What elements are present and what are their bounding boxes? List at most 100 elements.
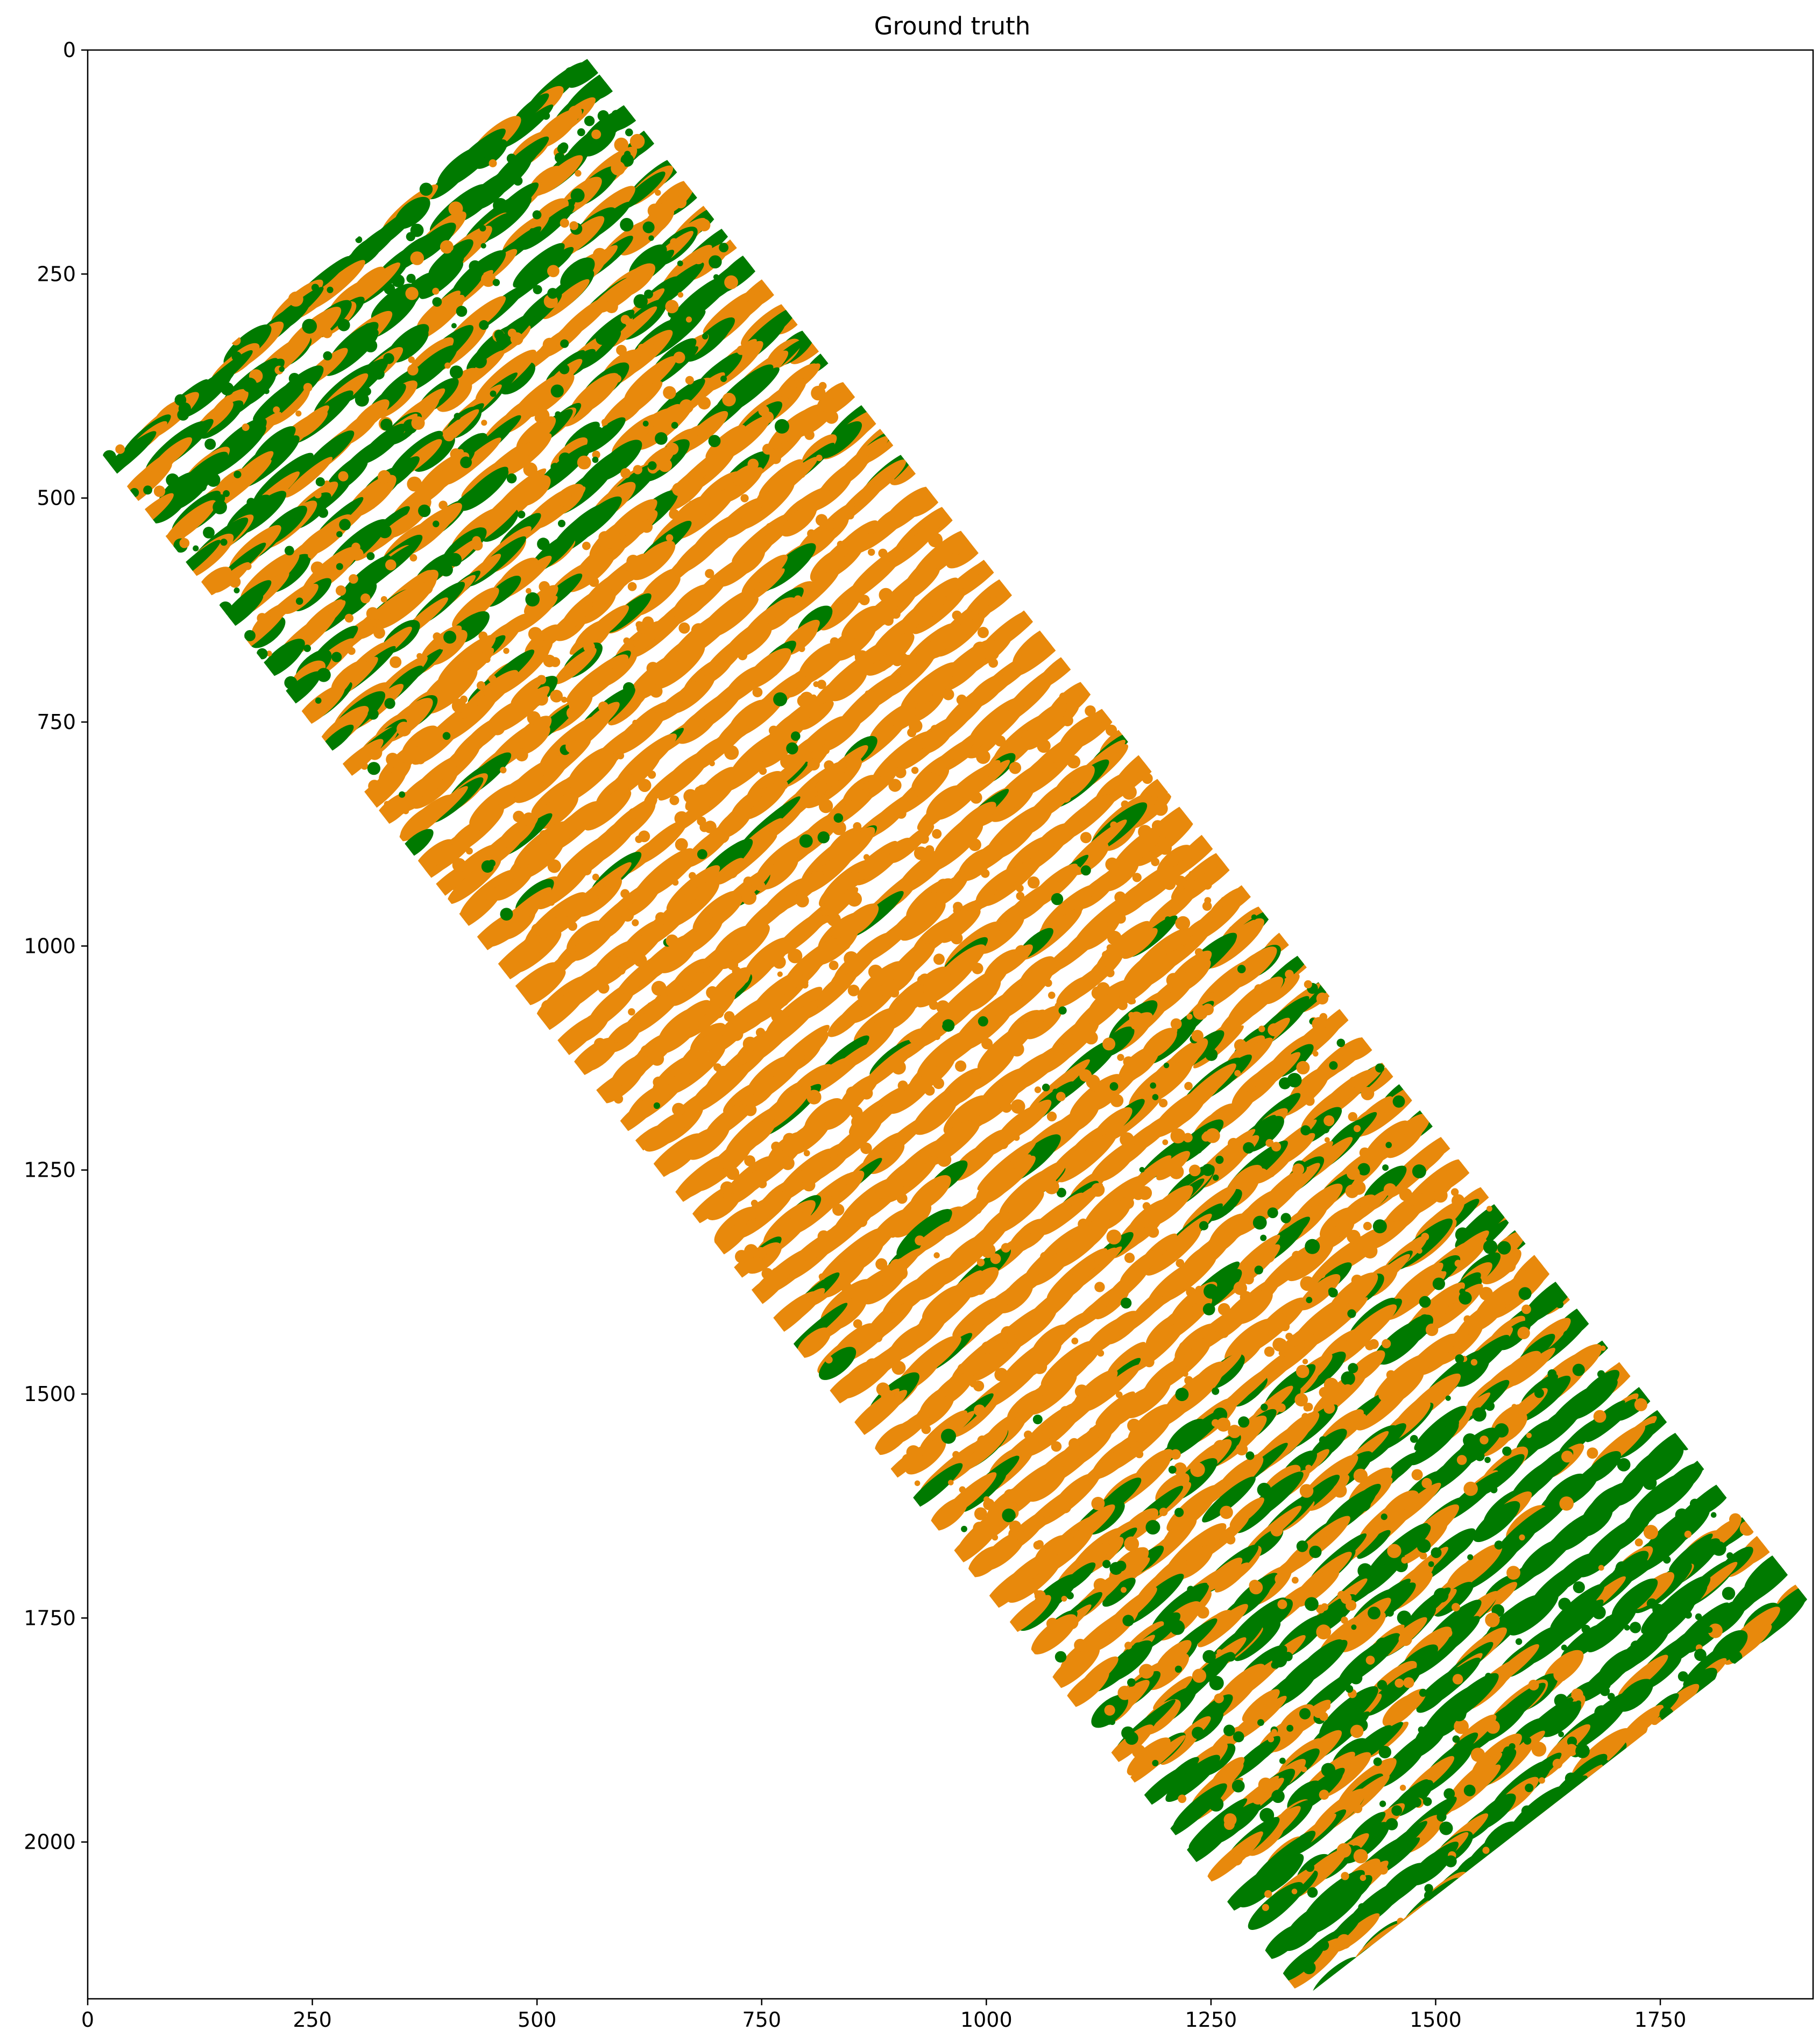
orange-class-speck [1174,875,1187,887]
green-class-speck [1385,1142,1392,1148]
orange-class-speck [613,1094,624,1104]
orange-class-speck [589,577,599,587]
orange-class-speck [1643,1525,1658,1540]
orange-class-speck [1479,1286,1493,1300]
orange-class-speck [705,569,714,578]
orange-class-speck [1195,1285,1204,1294]
orange-class-speck [542,337,557,352]
green-class-speck [569,267,583,281]
orange-class-speck [1220,1505,1233,1519]
orange-class-patch [666,477,705,511]
orange-class-patch [669,1164,718,1206]
orange-class-speck [952,610,962,620]
orange-class-patch [516,416,556,451]
green-class-speck [817,831,830,844]
green-class-speck [1042,1084,1050,1092]
orange-class-speck [593,805,607,820]
orange-class-speck [767,900,780,912]
orange-class-speck [257,613,268,624]
green-class-speck [1432,1277,1445,1290]
orange-class-speck [1528,1679,1539,1691]
green-class-speck [220,539,228,546]
orange-class-patch [810,548,850,583]
orange-class-speck [1286,1561,1296,1570]
green-class-speck [1260,1234,1267,1241]
orange-class-speck [1313,1051,1319,1057]
x-tick-label: 0 [81,2008,94,2032]
orange-class-speck [1417,1571,1429,1584]
green-class-speck [1309,1545,1322,1558]
green-class-speck [1368,1607,1381,1619]
green-class-speck [1382,1164,1389,1171]
orange-class-speck [1186,1287,1196,1297]
orange-class-speck [1342,1384,1354,1396]
orange-class-speck [832,1204,845,1216]
orange-class-patch [955,990,1016,1042]
orange-class-speck [600,557,610,567]
orange-class-speck [860,1142,872,1154]
orange-class-speck [1452,1603,1460,1612]
orange-class-speck [1264,1346,1275,1357]
green-class-speck [1624,1624,1630,1631]
orange-class-speck [322,328,332,338]
orange-class-speck [889,988,900,998]
orange-class-speck [1165,853,1179,867]
green-class-speck [1403,1832,1410,1840]
green-class-speck [480,151,487,158]
green-class-speck [1690,1498,1700,1509]
orange-class-speck [981,1341,994,1354]
orange-class-speck [923,867,929,874]
orange-class-speck [620,468,631,479]
green-class-speck [1109,1082,1119,1091]
green-class-speck [257,648,268,660]
orange-class-speck [913,671,919,677]
green-class-speck [1299,1708,1311,1720]
green-class-patch [101,441,145,494]
orange-class-speck [645,887,651,894]
orange-class-speck [569,815,584,830]
orange-class-speck [1122,865,1134,878]
orange-class-speck [1074,1384,1089,1398]
green-class-speck [143,485,152,495]
orange-class-speck [735,480,741,486]
orange-class-speck [1176,916,1191,931]
orange-class-speck [1353,1803,1363,1814]
green-class-speck [493,470,501,479]
orange-class-speck [1270,1524,1283,1537]
orange-class-speck [741,585,755,599]
green-class-speck [364,339,378,352]
orange-class-speck [1184,1376,1193,1385]
green-class-speck [550,384,564,398]
orange-class-speck [1417,1248,1422,1254]
green-class-speck [284,546,294,556]
green-class-patch [428,165,468,200]
orange-class-speck [1117,1000,1128,1010]
orange-class-speck [740,494,749,503]
orange-class-speck [592,885,602,895]
orange-class-speck [930,886,937,893]
orange-class-speck [1301,1766,1307,1772]
orange-class-speck [755,1028,766,1037]
green-class-speck [1684,1611,1692,1619]
orange-class-speck [1319,1013,1328,1021]
orange-class-speck [709,760,715,767]
orange-class-patch [523,969,566,1006]
green-class-speck [481,860,494,873]
orange-class-speck [1323,1402,1335,1414]
orange-class-speck [420,582,433,595]
orange-class-speck [1378,1865,1388,1875]
orange-class-speck [1600,1345,1606,1351]
orange-class-speck [1166,973,1181,988]
orange-class-speck [1478,1723,1485,1730]
orange-class-speck [1099,962,1106,969]
green-class-speck [384,283,395,295]
green-class-speck [1254,1265,1263,1275]
green-class-speck [1379,1800,1386,1807]
orange-class-speck [1061,715,1073,727]
orange-class-speck [1482,1847,1490,1854]
orange-class-speck [863,854,870,860]
orange-class-speck [956,694,967,705]
orange-class-patch [741,888,798,937]
orange-class-speck [617,525,626,534]
orange-class-speck [804,430,815,440]
